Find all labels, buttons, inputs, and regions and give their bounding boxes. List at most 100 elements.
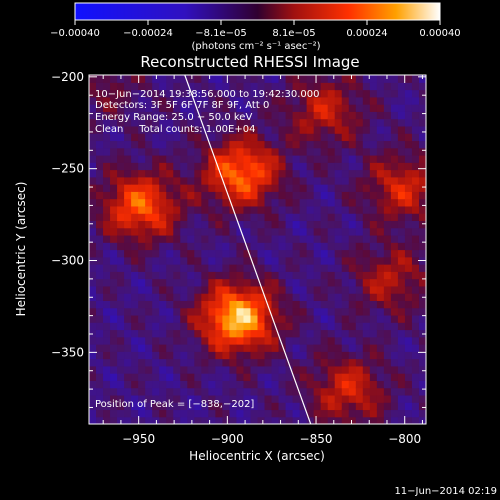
heatmap-cell xyxy=(348,234,357,243)
heatmap-cell xyxy=(159,322,167,331)
heatmap-cell xyxy=(397,394,406,403)
heatmap-cell xyxy=(418,307,426,316)
heatmap-cell xyxy=(236,111,245,120)
heatmap-cell xyxy=(215,191,223,200)
heatmap-cell xyxy=(383,140,392,149)
heatmap-cell xyxy=(250,111,259,120)
heatmap-cell xyxy=(110,285,118,294)
heatmap-cell xyxy=(124,249,132,258)
heatmap-cell xyxy=(355,409,364,418)
heatmap-cell xyxy=(397,365,406,374)
heatmap-cell xyxy=(229,227,238,236)
heatmap-cell xyxy=(257,220,266,229)
heatmap-cell xyxy=(264,373,273,381)
heatmap-cell xyxy=(264,402,273,411)
heatmap-cell xyxy=(222,133,231,142)
heatmap-cell xyxy=(271,104,280,112)
heatmap-cell xyxy=(264,154,273,163)
heatmap-cell xyxy=(299,256,308,265)
heatmap-cell xyxy=(159,293,167,301)
heatmap-cell xyxy=(117,293,125,301)
heatmap-cell xyxy=(145,409,153,418)
heatmap-cell xyxy=(166,162,174,171)
heatmap-cell xyxy=(257,387,266,396)
heatmap-cell xyxy=(194,96,202,105)
heatmap-cell xyxy=(159,96,167,105)
heatmap-cell xyxy=(418,220,426,229)
heatmap-cell xyxy=(194,249,202,258)
heatmap-cell xyxy=(89,402,97,411)
heatmap-cell xyxy=(131,314,139,323)
heatmap-cell xyxy=(208,416,216,424)
heatmap-cell xyxy=(390,162,399,171)
heatmap-cell xyxy=(334,351,343,360)
heatmap-cell xyxy=(334,184,343,192)
heatmap-cell xyxy=(376,82,385,91)
heatmap-cell xyxy=(243,387,252,396)
heatmap-cell xyxy=(187,234,195,243)
heatmap-cell xyxy=(215,336,223,345)
heatmap-cell xyxy=(201,373,209,381)
heatmap-cell xyxy=(264,314,273,323)
heatmap-cell xyxy=(264,293,273,301)
heatmap-cell xyxy=(264,220,273,229)
heatmap-cell xyxy=(313,365,322,374)
heatmap-cell xyxy=(131,147,139,156)
heatmap-cell xyxy=(96,118,104,127)
heatmap-cell xyxy=(348,213,357,222)
heatmap-cell xyxy=(96,344,104,352)
heatmap-cell xyxy=(194,213,202,222)
heatmap-cell xyxy=(257,191,266,200)
heatmap-cell xyxy=(313,213,322,222)
heatmap-cell xyxy=(166,191,174,200)
heatmap-cell xyxy=(355,89,364,98)
heatmap-cell xyxy=(306,104,315,112)
heatmap-cell xyxy=(96,394,104,403)
heatmap-cell xyxy=(271,191,280,200)
colorbar-tick-label: −8.1e−05 xyxy=(195,28,247,39)
heatmap-cell xyxy=(299,394,308,403)
heatmap-cell xyxy=(236,213,245,222)
heatmap-cell xyxy=(215,104,223,112)
heatmap-cell xyxy=(103,191,111,200)
heatmap-cell xyxy=(236,271,245,280)
heatmap-cell xyxy=(131,111,139,120)
heatmap-cell xyxy=(187,416,195,424)
heatmap-cell xyxy=(306,234,315,243)
heatmap-cell xyxy=(180,249,188,258)
heatmap-cell xyxy=(145,242,153,251)
heatmap-cell xyxy=(411,380,420,389)
heatmap-cell xyxy=(117,380,125,389)
heatmap-cell xyxy=(187,278,195,287)
heatmap-cell xyxy=(271,154,280,163)
heatmap-cell xyxy=(348,118,357,127)
heatmap-cell xyxy=(96,169,104,178)
heatmap-cell xyxy=(166,147,174,156)
heatmap-cell xyxy=(383,176,392,185)
heatmap-cell xyxy=(194,300,202,309)
heatmap-cell xyxy=(320,75,329,83)
heatmap-cell xyxy=(348,402,357,411)
heatmap-cell xyxy=(369,285,378,294)
heatmap-cell xyxy=(222,365,231,374)
x-tick-label: −850 xyxy=(300,432,333,446)
heatmap-cell xyxy=(103,394,111,403)
heatmap-cell xyxy=(229,104,238,112)
heatmap-cell xyxy=(327,118,336,127)
heatmap-cell xyxy=(145,89,153,98)
heatmap-cell xyxy=(138,184,146,192)
heatmap-cell xyxy=(355,307,364,316)
heatmap-cell xyxy=(187,365,195,374)
heatmap-cell xyxy=(201,133,209,142)
heatmap-cell xyxy=(418,358,426,367)
heatmap-cell xyxy=(376,140,385,149)
heatmap-cell xyxy=(222,373,231,381)
heatmap-cell xyxy=(152,118,160,127)
heatmap-cell xyxy=(117,278,125,287)
heatmap-cell xyxy=(96,307,104,316)
heatmap-cell xyxy=(236,358,245,367)
heatmap-cell xyxy=(103,256,111,265)
heatmap-cell xyxy=(187,271,195,280)
heatmap-cell xyxy=(418,409,426,418)
heatmap-cell xyxy=(390,402,399,411)
